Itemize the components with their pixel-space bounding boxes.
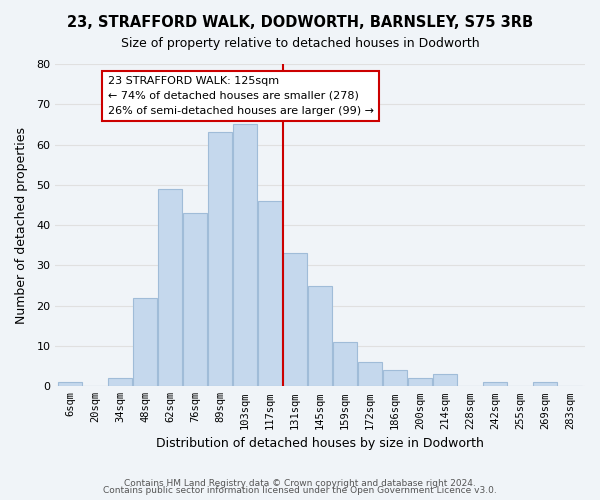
Bar — [133, 298, 157, 386]
Bar — [109, 378, 132, 386]
Text: 23, STRAFFORD WALK, DODWORTH, BARNSLEY, S75 3RB: 23, STRAFFORD WALK, DODWORTH, BARNSLEY, … — [67, 15, 533, 30]
Text: Contains HM Land Registry data © Crown copyright and database right 2024.: Contains HM Land Registry data © Crown c… — [124, 478, 476, 488]
Bar — [308, 286, 332, 386]
Bar — [184, 213, 207, 386]
X-axis label: Distribution of detached houses by size in Dodworth: Distribution of detached houses by size … — [156, 437, 484, 450]
Text: Size of property relative to detached houses in Dodworth: Size of property relative to detached ho… — [121, 38, 479, 51]
Bar — [358, 362, 382, 386]
Bar — [383, 370, 407, 386]
Bar — [408, 378, 432, 386]
Bar — [483, 382, 507, 386]
Bar — [58, 382, 82, 386]
Bar — [283, 254, 307, 386]
Text: 23 STRAFFORD WALK: 125sqm
← 74% of detached houses are smaller (278)
26% of semi: 23 STRAFFORD WALK: 125sqm ← 74% of detac… — [108, 76, 374, 116]
Bar — [433, 374, 457, 386]
Text: Contains public sector information licensed under the Open Government Licence v3: Contains public sector information licen… — [103, 486, 497, 495]
Bar — [259, 201, 282, 386]
Bar — [208, 132, 232, 386]
Bar — [533, 382, 557, 386]
Bar — [158, 189, 182, 386]
Y-axis label: Number of detached properties: Number of detached properties — [15, 126, 28, 324]
Bar — [233, 124, 257, 386]
Bar — [333, 342, 357, 386]
